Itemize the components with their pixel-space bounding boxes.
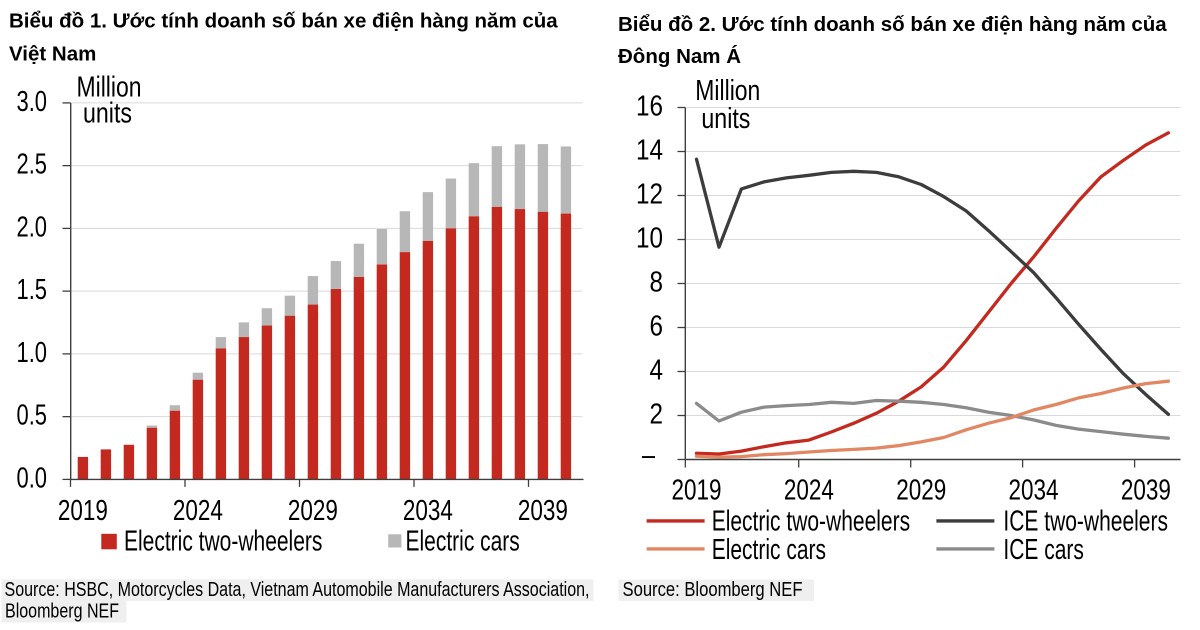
svg-text:2039: 2039 [1121, 475, 1171, 507]
svg-text:units: units [701, 103, 750, 135]
svg-text:2029: 2029 [896, 475, 946, 507]
svg-text:3.0: 3.0 [17, 86, 48, 118]
svg-text:ICE cars: ICE cars [1003, 534, 1084, 566]
svg-text:0.0: 0.0 [17, 462, 48, 494]
svg-text:14: 14 [636, 135, 663, 167]
svg-text:8: 8 [650, 267, 664, 299]
svg-text:Million: Million [77, 72, 142, 104]
svg-text:1.0: 1.0 [17, 337, 48, 369]
svg-text:12: 12 [636, 179, 663, 211]
svg-text:2: 2 [650, 399, 664, 431]
svg-text:2019: 2019 [58, 495, 108, 527]
svg-text:Đông Nam Á: Đông Nam Á [618, 45, 741, 68]
svg-text:–: – [642, 440, 656, 472]
svg-text:Source: Bloomberg NEF: Source: Bloomberg NEF [623, 579, 803, 601]
svg-text:1.5: 1.5 [17, 274, 48, 306]
svg-text:units: units [83, 98, 132, 130]
svg-text:2034: 2034 [1009, 475, 1059, 507]
svg-text:Million: Million [695, 75, 760, 107]
svg-text:2039: 2039 [518, 495, 568, 527]
svg-text:Source: HSBC, Motorcycles Data: Source: HSBC, Motorcycles Data, Vietnam … [5, 579, 590, 601]
svg-text:6: 6 [650, 311, 664, 343]
svg-text:Biểu đồ 2. Ước tính doanh số b: Biểu đồ 2. Ước tính doanh số bán xe điện… [618, 13, 1167, 36]
svg-text:0.5: 0.5 [17, 400, 48, 432]
svg-text:Electric cars: Electric cars [712, 534, 826, 566]
svg-text:Việt Nam: Việt Nam [9, 43, 96, 66]
svg-text:ICE two-wheelers: ICE two-wheelers [1003, 506, 1168, 538]
svg-text:16: 16 [636, 91, 663, 123]
svg-text:2024: 2024 [173, 495, 223, 527]
svg-text:2034: 2034 [403, 495, 453, 527]
svg-text:2024: 2024 [784, 475, 834, 507]
svg-text:2019: 2019 [672, 475, 722, 507]
svg-text:2029: 2029 [288, 495, 338, 527]
svg-text:Electric cars: Electric cars [406, 526, 520, 558]
svg-text:2.5: 2.5 [17, 149, 48, 181]
svg-text:Electric two-wheelers: Electric two-wheelers [712, 506, 910, 538]
svg-text:Electric two-wheelers: Electric two-wheelers [124, 526, 322, 558]
svg-text:4: 4 [650, 355, 664, 387]
svg-text:Bloomberg NEF: Bloomberg NEF [5, 600, 119, 622]
svg-text:Biểu đồ 1. Ước tính doanh số b: Biểu đồ 1. Ước tính doanh số bán xe điện… [9, 10, 558, 33]
svg-text:2.0: 2.0 [17, 211, 48, 243]
svg-text:10: 10 [636, 223, 663, 255]
